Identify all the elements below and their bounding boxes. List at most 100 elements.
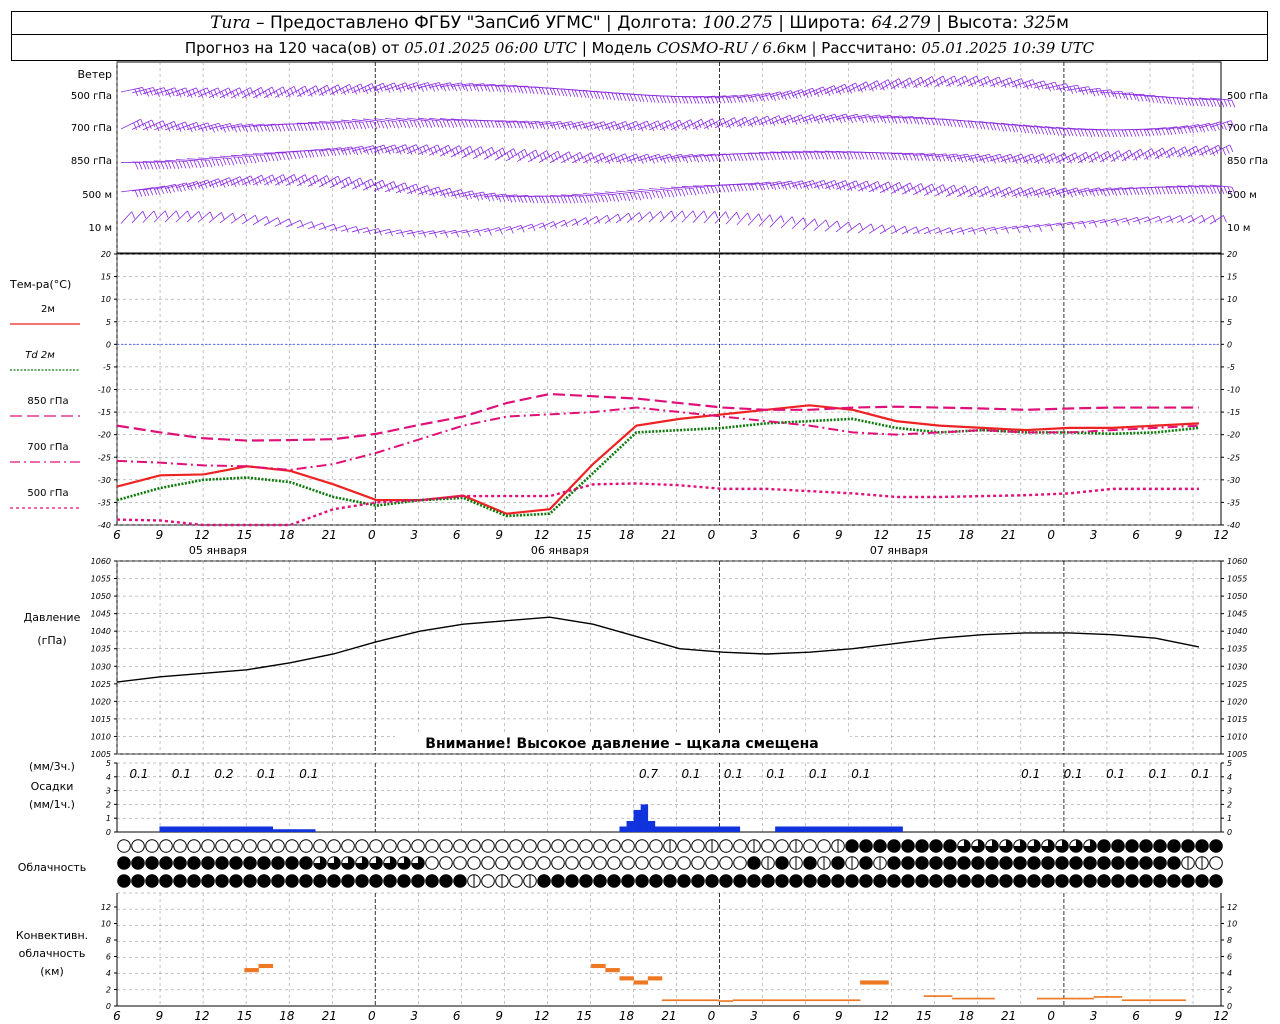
precip-3h-label: 0.1 bbox=[766, 767, 785, 781]
wind-barb bbox=[1154, 186, 1181, 195]
cloud-symbol bbox=[411, 874, 425, 888]
barb-staff bbox=[857, 181, 878, 192]
barb-flag bbox=[849, 151, 854, 160]
wind-barb bbox=[659, 119, 684, 131]
wind-barb bbox=[120, 118, 145, 130]
barb-flag bbox=[206, 87, 211, 96]
wind-barb bbox=[373, 118, 400, 129]
cloud-overcast bbox=[929, 856, 943, 870]
barb-staff bbox=[956, 75, 977, 87]
cloud-symbol bbox=[859, 856, 873, 870]
cloud-symbol bbox=[1013, 839, 1027, 853]
barb-staff bbox=[516, 149, 536, 162]
barb-flag bbox=[677, 96, 682, 104]
barb-flag bbox=[446, 120, 451, 128]
barb-flag bbox=[615, 93, 620, 101]
barb-flag bbox=[1016, 225, 1020, 234]
cloud-overcast bbox=[999, 856, 1013, 870]
cloud-overcast bbox=[635, 874, 649, 888]
barb-staff bbox=[241, 154, 265, 156]
barb-flag bbox=[1115, 152, 1119, 160]
barb-flag bbox=[175, 161, 180, 170]
barb-flag bbox=[301, 176, 306, 184]
time-tick-label: 12 bbox=[1213, 528, 1228, 542]
barb-flag bbox=[975, 185, 980, 194]
conv-segment bbox=[1150, 999, 1158, 1002]
wind-barb bbox=[1165, 215, 1184, 223]
barb-flag bbox=[1093, 220, 1097, 228]
barb-flag bbox=[749, 119, 753, 128]
barb-staff bbox=[373, 228, 390, 234]
barb-staff bbox=[1187, 214, 1203, 224]
barb-staff bbox=[912, 226, 928, 235]
cloud-overcast bbox=[1083, 856, 1097, 870]
time-tick-label: 3 bbox=[410, 528, 418, 542]
conv-segment bbox=[753, 999, 762, 1002]
cloud-clear bbox=[341, 839, 355, 853]
cloud-overcast bbox=[187, 874, 201, 888]
wind-barb bbox=[1022, 153, 1047, 165]
wind-barb bbox=[285, 85, 309, 98]
barb-staff bbox=[967, 186, 988, 198]
barb-flag bbox=[1165, 96, 1170, 104]
barb-staff bbox=[329, 176, 350, 189]
wind-barb bbox=[1088, 128, 1115, 138]
barb-flag bbox=[794, 182, 799, 190]
time-tick-label: 21 bbox=[661, 1009, 676, 1023]
cloud-overcast bbox=[1209, 874, 1223, 888]
wind-barb bbox=[989, 77, 1014, 88]
barb-flag bbox=[1154, 187, 1159, 195]
barb-flag bbox=[697, 120, 702, 129]
wind-barb bbox=[1066, 86, 1093, 96]
barb-flag bbox=[254, 215, 259, 223]
barb-flag bbox=[985, 155, 989, 163]
conv-segment bbox=[959, 997, 967, 1000]
barb-flag bbox=[351, 146, 355, 154]
barb-flag bbox=[786, 91, 791, 99]
barb-flag bbox=[589, 91, 594, 99]
barb-flag bbox=[319, 88, 324, 97]
cloud-overcast bbox=[691, 874, 705, 888]
cloud-overcast bbox=[1069, 874, 1083, 888]
barb-flag bbox=[622, 93, 627, 101]
barb-flag bbox=[505, 193, 510, 202]
wind-barb bbox=[230, 154, 257, 164]
conv-segment bbox=[980, 997, 988, 1000]
cloud-overcast bbox=[957, 856, 971, 870]
barb-flag bbox=[845, 180, 849, 188]
barb-flag bbox=[531, 223, 536, 232]
cloud-three-quarter bbox=[369, 856, 383, 870]
barb-flag bbox=[509, 226, 514, 234]
cloud-symbol bbox=[1125, 839, 1139, 853]
barb-flag bbox=[415, 184, 420, 192]
wind-barb bbox=[857, 80, 881, 92]
temp-ytick-right: 10 bbox=[1227, 295, 1237, 304]
cloud-overcast bbox=[1041, 874, 1055, 888]
barb-flag bbox=[578, 195, 583, 204]
barb-flag bbox=[948, 154, 953, 163]
cloud-symbol bbox=[201, 856, 215, 870]
temp-ytick-left: -5 bbox=[103, 363, 111, 372]
wind-barb bbox=[131, 87, 157, 97]
precip-bar bbox=[258, 826, 266, 832]
precip-bar bbox=[293, 829, 302, 832]
temp-ytick-right: -35 bbox=[1227, 498, 1240, 507]
wind-barb bbox=[505, 224, 525, 233]
cloud-symbol bbox=[327, 839, 341, 853]
barb-flag bbox=[260, 87, 265, 95]
cloud-overcast bbox=[117, 874, 131, 888]
time-tick-label: 15 bbox=[237, 1009, 252, 1023]
barb-flag bbox=[732, 184, 737, 192]
barb-flag bbox=[224, 89, 229, 97]
wind-barb bbox=[1176, 145, 1200, 158]
cloud-overcast bbox=[1167, 856, 1181, 870]
pressure-ytick-left: 1040 bbox=[91, 627, 111, 636]
wind-barb bbox=[472, 192, 499, 202]
cloud-three-quarter bbox=[971, 839, 985, 853]
barb-flag bbox=[1113, 129, 1118, 137]
barb-flag bbox=[574, 218, 579, 226]
cloud-symbol bbox=[579, 856, 593, 870]
cloud-symbol bbox=[481, 874, 495, 888]
cloud-overcast bbox=[285, 856, 299, 870]
